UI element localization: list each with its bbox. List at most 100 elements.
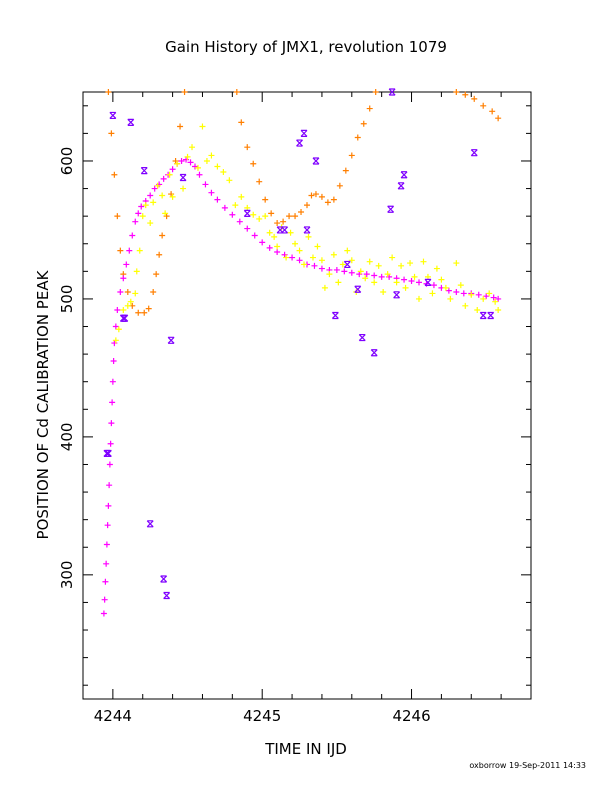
data-point: [308, 192, 315, 199]
data-point: [304, 202, 310, 209]
data-point: [442, 284, 449, 291]
data-point: [398, 262, 405, 269]
data-point: [401, 276, 408, 283]
plot-area: [82, 88, 532, 700]
data-point: [407, 260, 414, 267]
data-point: [250, 160, 257, 167]
data-point: [296, 257, 303, 264]
data-point: [221, 204, 228, 211]
data-point: [214, 196, 221, 203]
data-point: [124, 289, 131, 296]
data-point: [360, 120, 367, 127]
data-point: [416, 279, 422, 286]
plot-frame: [82, 91, 532, 700]
chart-title: Gain History of JMX1, revolution 1079: [165, 38, 447, 56]
data-point: [238, 119, 245, 126]
data-point: [300, 129, 308, 137]
data-point: [318, 257, 325, 264]
data-point: [453, 289, 460, 296]
data-point: [274, 243, 281, 250]
series-3: [103, 88, 495, 600]
data-point: [489, 108, 496, 115]
data-point: [244, 144, 251, 151]
data-point: [271, 233, 278, 240]
data-point: [214, 163, 221, 170]
data-point: [180, 185, 187, 192]
data-point: [250, 211, 257, 218]
data-point: [438, 276, 445, 283]
data-point: [483, 293, 490, 300]
data-point: [397, 182, 405, 190]
data-point: [120, 306, 127, 313]
data-point: [303, 226, 311, 234]
data-point: [462, 91, 469, 98]
data-point: [411, 273, 418, 280]
y-tick-label: 600: [58, 147, 76, 176]
data-point: [343, 260, 351, 269]
data-point: [127, 118, 135, 126]
data-point: [229, 211, 236, 218]
data-point: [194, 164, 201, 171]
data-point: [389, 254, 396, 261]
data-point: [424, 278, 432, 286]
data-point: [287, 229, 294, 236]
data-point: [169, 166, 176, 173]
data-point: [375, 262, 382, 269]
data-point: [163, 591, 171, 600]
data-point: [393, 279, 400, 286]
data-point: [470, 149, 478, 157]
x-axis-title: TIME IN IJD: [264, 740, 347, 758]
data-point: [342, 167, 349, 174]
data-point: [150, 199, 157, 206]
data-point: [262, 213, 269, 220]
data-point: [314, 243, 321, 250]
x-tick-label: 4245: [243, 707, 281, 725]
data-point: [348, 152, 355, 159]
data-point: [429, 290, 436, 297]
data-point: [358, 333, 366, 342]
data-point: [114, 306, 121, 313]
data-point: [145, 305, 152, 312]
data-point: [103, 449, 111, 458]
data-point: [262, 196, 269, 203]
data-point: [400, 171, 408, 179]
data-point: [490, 294, 497, 301]
data-point: [468, 291, 475, 298]
data-point: [495, 306, 502, 313]
data-point: [408, 277, 415, 284]
data-point: [208, 152, 215, 159]
data-point: [354, 285, 362, 293]
data-point: [120, 275, 127, 282]
data-point: [333, 266, 340, 273]
data-point: [259, 239, 266, 246]
data-point: [266, 244, 273, 251]
data-point: [147, 192, 154, 199]
data-point: [133, 268, 140, 275]
data-point: [136, 247, 143, 254]
data-point: [114, 213, 121, 220]
data-point: [104, 522, 111, 529]
data-point: [126, 247, 133, 254]
data-point: [420, 258, 427, 265]
data-point: [311, 262, 318, 269]
data-point: [388, 88, 396, 96]
data-point: [181, 89, 188, 95]
data-point: [199, 123, 206, 130]
data-point: [268, 210, 275, 217]
data-point: [433, 265, 440, 272]
data-point: [309, 254, 316, 261]
data-point: [474, 306, 481, 313]
data-point: [187, 159, 194, 166]
data-point: [256, 178, 263, 185]
data-point: [156, 251, 163, 258]
data-point: [393, 291, 401, 299]
data-point: [326, 271, 333, 278]
data-point: [487, 311, 495, 320]
data-point: [274, 220, 281, 227]
y-tick-label: 500: [58, 285, 76, 314]
data-point: [151, 185, 158, 192]
data-point: [147, 220, 154, 227]
data-point: [460, 290, 467, 297]
data-point: [318, 193, 325, 200]
data-point: [129, 232, 136, 239]
